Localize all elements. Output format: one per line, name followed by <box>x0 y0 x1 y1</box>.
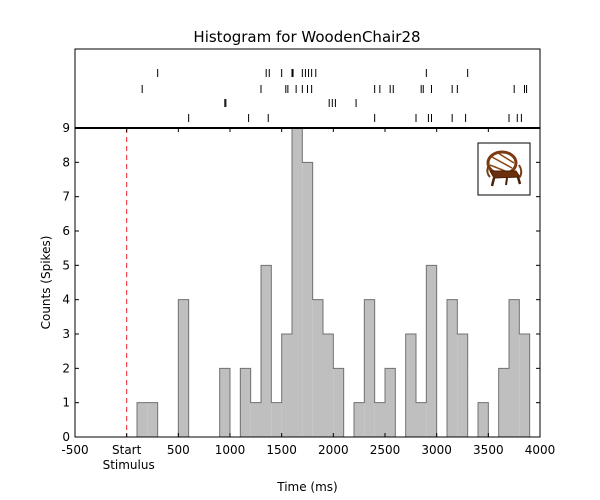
histogram-bar <box>240 368 251 437</box>
y-tick-label: 9 <box>62 121 70 135</box>
y-tick-label: 1 <box>62 396 70 410</box>
histogram-bar <box>405 334 416 437</box>
x-tick-label: 2000 <box>318 443 349 457</box>
chart-title: Histogram for WoodenChair28 <box>193 28 420 46</box>
histogram-bar <box>219 368 230 437</box>
wooden-chair-icon <box>486 150 523 187</box>
x-tick-label: -500 <box>61 443 88 457</box>
histogram-bar <box>457 334 468 437</box>
histogram-bar <box>364 299 375 437</box>
x-tick-sublabel: Stimulus <box>103 458 155 472</box>
y-tick-label: 0 <box>62 430 70 444</box>
histogram-bar <box>261 265 272 437</box>
histogram-bar <box>281 334 292 437</box>
y-tick-label: 3 <box>62 327 70 341</box>
x-axis-label: Time (ms) <box>276 480 338 494</box>
histogram-bar <box>385 368 396 437</box>
histogram-bar <box>312 299 323 437</box>
histogram-bar <box>498 368 509 437</box>
x-tick-label: 1000 <box>215 443 246 457</box>
y-axis-label: Counts (Spikes) <box>39 236 53 330</box>
x-tick-label: 3000 <box>421 443 452 457</box>
y-tick-label: 6 <box>62 224 70 238</box>
histogram-bar <box>147 402 158 437</box>
x-tick-label: 500 <box>167 443 190 457</box>
y-tick-label: 8 <box>62 155 70 169</box>
histogram-bar <box>178 299 189 437</box>
histogram-bar <box>447 299 458 437</box>
histogram-bar <box>426 265 437 437</box>
y-tick-label: 5 <box>62 258 70 272</box>
y-tick-label: 7 <box>62 190 70 204</box>
raster-panel <box>74 48 541 128</box>
histogram-bar <box>271 402 282 437</box>
histogram-bar <box>416 402 427 437</box>
histogram-outline <box>75 127 540 438</box>
histogram-bar <box>292 128 303 437</box>
y-tick-label: 4 <box>62 293 70 307</box>
inset-thumbnail <box>477 142 531 196</box>
histogram-bar <box>354 402 365 437</box>
histogram-bar <box>478 402 489 437</box>
histogram-bar <box>333 368 344 437</box>
x-tick-label: 1500 <box>266 443 297 457</box>
histogram-panel <box>75 127 540 438</box>
histogram-bar <box>519 334 530 437</box>
histogram-bar <box>137 402 148 437</box>
histogram-bar <box>509 299 520 437</box>
raster-frame <box>74 48 541 128</box>
histogram-bar <box>250 402 261 437</box>
x-tick-label: 3500 <box>473 443 504 457</box>
histogram-bar <box>323 334 334 437</box>
x-tick-label: Start <box>112 443 142 457</box>
x-tick-label: 4000 <box>525 443 556 457</box>
y-tick-label: 2 <box>62 361 70 375</box>
histogram-bar <box>374 402 385 437</box>
x-tick-label: 2500 <box>370 443 401 457</box>
histogram-bar <box>302 162 313 438</box>
